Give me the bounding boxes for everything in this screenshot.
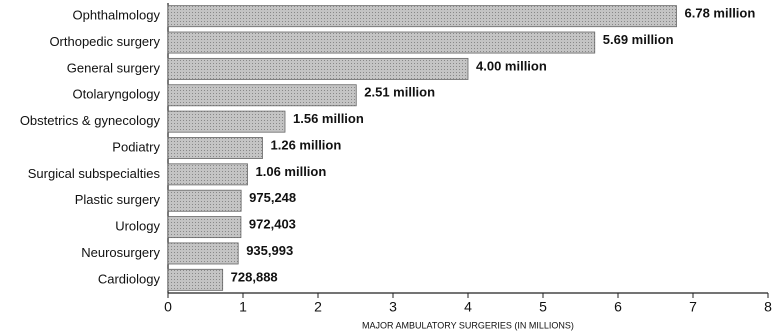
x-tick-label: 3 (389, 299, 397, 315)
y-tick-label: Orthopedic surgery (49, 34, 160, 49)
data-label: 975,248 (249, 190, 296, 205)
bar (167, 216, 242, 239)
bar (167, 57, 469, 80)
bar (167, 110, 286, 133)
data-label: 1.26 million (271, 137, 342, 152)
bar (167, 189, 242, 212)
bar (167, 137, 263, 159)
data-label: 2.51 million (364, 85, 435, 100)
data-label: 6.78 million (685, 6, 756, 21)
y-tick-label: Ophthalmology (73, 8, 161, 23)
bar (167, 31, 596, 54)
bar (167, 163, 248, 186)
y-tick-label: Neurosurgery (81, 245, 160, 260)
y-tick-label: Obstetrics & gynecology (20, 113, 161, 128)
bar (167, 5, 677, 28)
data-label: 972,403 (249, 217, 296, 232)
x-axis-title: MAJOR AMBULATORY SURGERIES (IN MILLIONS) (362, 320, 574, 330)
y-tick-label: Cardiology (98, 271, 161, 286)
x-tick-label: 0 (164, 299, 172, 315)
data-label: 5.69 million (603, 32, 674, 47)
bar (167, 242, 239, 265)
y-tick-label: General surgery (67, 60, 161, 75)
y-tick-label: Surgical subspecialties (28, 166, 161, 181)
y-tick-label: Podiatry (112, 139, 160, 154)
x-tick-label: 2 (314, 299, 322, 315)
data-label: 1.06 million (256, 164, 327, 179)
y-tick-label: Otolaryngology (73, 87, 161, 102)
data-label: 728,888 (231, 269, 278, 284)
x-tick-label: 4 (464, 299, 472, 315)
bar (167, 268, 224, 291)
data-label: 935,993 (246, 243, 293, 258)
x-tick-label: 1 (239, 299, 247, 315)
x-tick-label: 7 (689, 299, 697, 315)
y-tick-label: Urology (115, 219, 160, 234)
bar (167, 84, 357, 107)
x-tick-label: 6 (614, 299, 622, 315)
x-tick-label: 8 (764, 299, 772, 315)
y-tick-label: Plastic surgery (75, 192, 161, 207)
x-tick-label: 5 (539, 299, 547, 315)
data-label: 4.00 million (476, 58, 547, 73)
data-label: 1.56 million (293, 111, 364, 126)
